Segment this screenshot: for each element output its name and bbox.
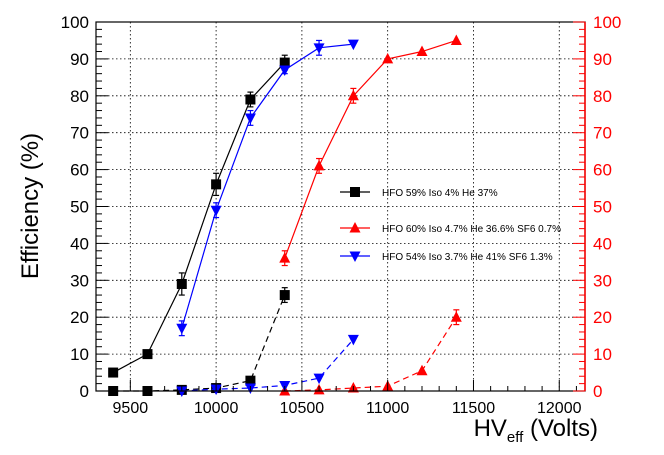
- point-2-cluster-4: [416, 364, 428, 376]
- right-tick-label-20: 20: [593, 308, 612, 327]
- point-3-efficiency-5: [347, 39, 359, 51]
- legend: HFO 59% Iso 4% He 37% HFO 60% Iso 4.7% He…: [340, 187, 561, 263]
- y-tick-label-80: 80: [70, 87, 89, 106]
- y-tick-label-0: 0: [80, 382, 89, 401]
- point-1-efficiency-1: [142, 349, 153, 360]
- x-tick-label-11500: 11500: [452, 400, 495, 417]
- y-tick-label-20: 20: [70, 308, 89, 327]
- point-3-efficiency-1: [210, 205, 222, 217]
- axes: 9500 10000 10500 11000 11500 1200001020304050…: [61, 13, 622, 417]
- point-3-cluster-4: [313, 373, 325, 385]
- x-tick-label-10000: 10000: [194, 400, 239, 417]
- y-tick-label-50: 50: [70, 198, 89, 217]
- series-3-efficiency: [176, 39, 359, 337]
- legend-marker-3: [349, 251, 361, 262]
- legend-label-3: HFO 54% Iso 3.7% He 41% SF6 1.3%: [382, 252, 553, 263]
- y-tick-label-100: 100: [61, 13, 89, 32]
- x-axis-label-main: HV: [474, 415, 507, 442]
- point-1-efficiency-4: [245, 94, 256, 105]
- point-2-efficiency-1: [313, 159, 325, 171]
- point-1-efficiency-5: [279, 57, 290, 68]
- point-1-cluster-5: [279, 290, 290, 301]
- x-axis-label-units: (Volts): [523, 415, 598, 442]
- point-1-efficiency-3: [211, 179, 222, 190]
- right-tick-label-80: 80: [593, 87, 612, 106]
- legend-label-1: HFO 59% Iso 4% He 37%: [382, 188, 498, 199]
- series-1-efficiency-line: [112, 62, 286, 374]
- right-tick-label-30: 30: [593, 271, 612, 290]
- x-axis-label: HVeff (Volts): [474, 415, 598, 446]
- right-tick-label-60: 60: [593, 161, 612, 180]
- point-3-cluster-5: [347, 334, 359, 346]
- legend-entry-3: HFO 54% Iso 3.7% He 41% SF6 1.3%: [340, 251, 553, 263]
- legend-entry-2: HFO 60% Iso 4.7% He 36.6% SF6 0.7%: [340, 222, 561, 235]
- point-3-efficiency-4: [313, 43, 325, 54]
- y-tick-label-60: 60: [70, 161, 89, 180]
- x-tick-label-12000: 12000: [537, 400, 582, 417]
- point-3-cluster-0: [176, 386, 188, 397]
- right-tick-label-100: 100: [593, 13, 621, 32]
- point-2-efficiency-4: [416, 45, 428, 57]
- point-1-cluster-4: [245, 375, 256, 386]
- point-2-efficiency-2: [347, 89, 359, 101]
- x-axis-label-subscript: eff: [507, 429, 524, 446]
- point-2-efficiency-3: [382, 52, 394, 64]
- y-tick-label-90: 90: [70, 50, 89, 69]
- legend-marker-2: [349, 222, 361, 233]
- y-tick-label-40: 40: [70, 234, 89, 253]
- y-axis-label: Efficiency (%): [17, 133, 44, 279]
- point-2-efficiency-5: [450, 34, 462, 45]
- right-tick-label-10: 10: [593, 345, 612, 364]
- series-2-efficiency: [279, 34, 462, 267]
- right-tick-label-70: 70: [593, 124, 612, 143]
- point-1-efficiency-0: [108, 367, 119, 378]
- point-2-efficiency-0: [279, 252, 291, 263]
- series-1-efficiency: [108, 54, 290, 378]
- legend-entry-1: HFO 59% Iso 4% He 37%: [340, 187, 498, 199]
- x-tick-label-10500: 10500: [280, 400, 325, 417]
- legend-marker-1: [350, 187, 360, 197]
- series-2-efficiency-line: [284, 39, 457, 259]
- point-1-efficiency-2: [176, 278, 187, 289]
- legend-label-2: HFO 60% Iso 4.7% He 36.6% SF6 0.7%: [382, 224, 561, 235]
- x-tick-label-11000: 11000: [366, 400, 409, 417]
- right-tick-label-50: 50: [593, 198, 612, 217]
- series-3-efficiency-line: [181, 43, 354, 329]
- point-2-cluster-5: [450, 311, 462, 322]
- right-tick-label-0: 0: [593, 382, 602, 401]
- point-3-efficiency-3: [279, 65, 291, 76]
- y-tick-label-70: 70: [70, 124, 89, 143]
- y-tick-label-30: 30: [70, 271, 89, 290]
- y-tick-label-10: 10: [70, 345, 89, 364]
- point-3-efficiency-2: [244, 113, 256, 124]
- right-tick-label-40: 40: [593, 234, 612, 253]
- point-3-efficiency-0: [176, 323, 188, 335]
- x-tick-label-9500: 9500: [113, 400, 149, 417]
- right-tick-label-90: 90: [593, 50, 612, 69]
